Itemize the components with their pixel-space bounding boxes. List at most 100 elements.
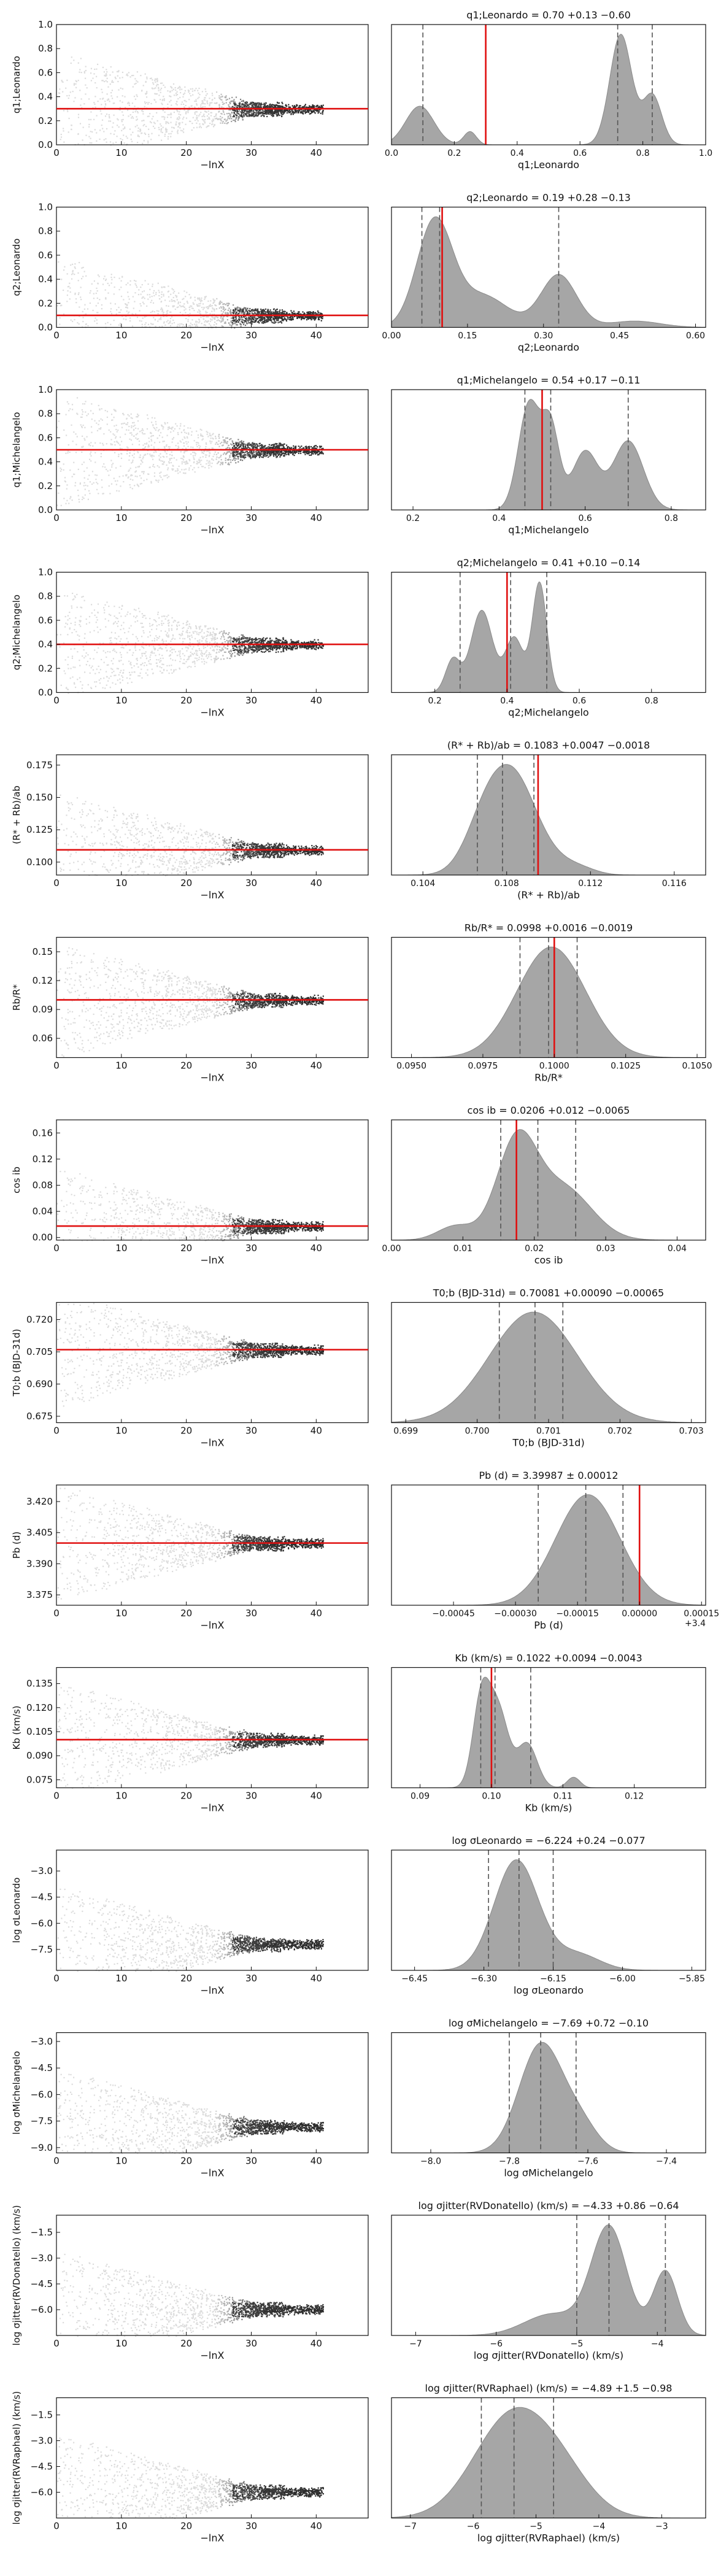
trace-point — [214, 102, 215, 104]
trace-point — [112, 142, 114, 144]
trace-point — [88, 118, 90, 120]
trace-point — [179, 312, 181, 314]
trace-point — [209, 462, 211, 464]
trace-point — [234, 447, 236, 449]
trace-point — [272, 312, 274, 315]
trace-point — [317, 454, 318, 456]
trace-point — [110, 66, 112, 68]
trace-point — [156, 426, 158, 429]
trace-point — [225, 461, 226, 463]
trace-point — [142, 301, 144, 303]
trace-point — [269, 317, 271, 318]
trace-point — [306, 312, 308, 314]
trace-point — [207, 300, 209, 302]
trace-point — [242, 114, 245, 115]
trace-point — [256, 311, 258, 313]
trace-point — [99, 682, 101, 684]
trace-point — [177, 98, 179, 100]
trace-point — [170, 647, 172, 649]
trace-point — [81, 278, 83, 280]
trace-point — [158, 129, 160, 131]
trace-point — [226, 119, 228, 121]
trace-point — [83, 485, 85, 487]
trace-point — [175, 445, 177, 447]
trace-point — [282, 445, 284, 447]
trace-point — [67, 444, 69, 446]
trace-point — [307, 106, 309, 109]
trace-point — [206, 93, 208, 94]
trace-point — [220, 442, 222, 444]
trace-point — [247, 307, 249, 309]
trace-point — [180, 114, 182, 116]
trace-point — [73, 431, 75, 433]
trace-point — [231, 96, 233, 98]
trace-point — [164, 450, 166, 452]
trace-point — [60, 303, 61, 304]
trace-point — [183, 326, 185, 328]
trace-point — [79, 306, 80, 308]
trace-point — [185, 441, 187, 442]
trace-point — [163, 98, 165, 100]
trace-point — [232, 459, 234, 461]
trace-point — [109, 141, 112, 143]
trace-point — [271, 104, 273, 106]
trace-point — [292, 447, 294, 449]
trace-point — [98, 420, 100, 422]
trace-point — [144, 454, 145, 456]
trace-point — [157, 614, 159, 615]
trace-point — [252, 316, 254, 318]
trace-point — [177, 448, 179, 450]
trace-point — [155, 81, 156, 83]
trace-point — [199, 457, 201, 458]
trace-point — [306, 453, 308, 455]
trace-point — [260, 113, 261, 115]
trace-point — [295, 106, 296, 108]
trace-point — [56, 305, 58, 307]
trace-point — [96, 132, 98, 134]
trace-frame — [56, 206, 369, 328]
trace-point — [242, 107, 244, 109]
trace-point — [60, 470, 62, 472]
trace-point — [129, 280, 131, 282]
trace-point — [183, 109, 185, 111]
trace-point — [83, 438, 85, 439]
trace-point — [235, 458, 237, 460]
trace-point — [145, 133, 147, 135]
trace-point — [171, 451, 172, 453]
trace-point — [85, 484, 87, 487]
trace-point — [310, 312, 312, 314]
trace-point — [185, 112, 187, 114]
trace-point — [136, 116, 137, 118]
trace-point — [99, 299, 101, 301]
trace-point — [309, 454, 310, 456]
trace-point — [110, 460, 112, 461]
trace-point — [77, 62, 79, 64]
trace-point — [257, 321, 259, 323]
trace-point — [310, 452, 312, 453]
trace-point — [106, 671, 107, 673]
trace-point — [160, 453, 161, 455]
trace-point — [167, 428, 169, 430]
trace-point — [237, 451, 239, 453]
trace-point — [264, 445, 266, 447]
trace-point — [75, 80, 77, 82]
trace-point — [178, 113, 180, 115]
trace-point — [87, 325, 89, 327]
trace-point — [232, 453, 234, 455]
trace-point — [245, 310, 247, 312]
trace-point — [246, 310, 248, 312]
trace-point — [235, 442, 237, 445]
trace-point — [92, 445, 94, 447]
trace-point — [252, 115, 254, 117]
trace-point — [252, 443, 254, 445]
trace-point — [212, 433, 214, 434]
trace-point — [147, 294, 148, 296]
trace-point — [263, 113, 265, 115]
trace-point — [120, 453, 122, 455]
trace-point — [302, 311, 304, 313]
trace-point — [137, 420, 139, 422]
trace-point — [153, 448, 155, 450]
trace-point — [140, 75, 142, 77]
trace-point — [110, 276, 112, 279]
trace-point — [309, 451, 310, 453]
